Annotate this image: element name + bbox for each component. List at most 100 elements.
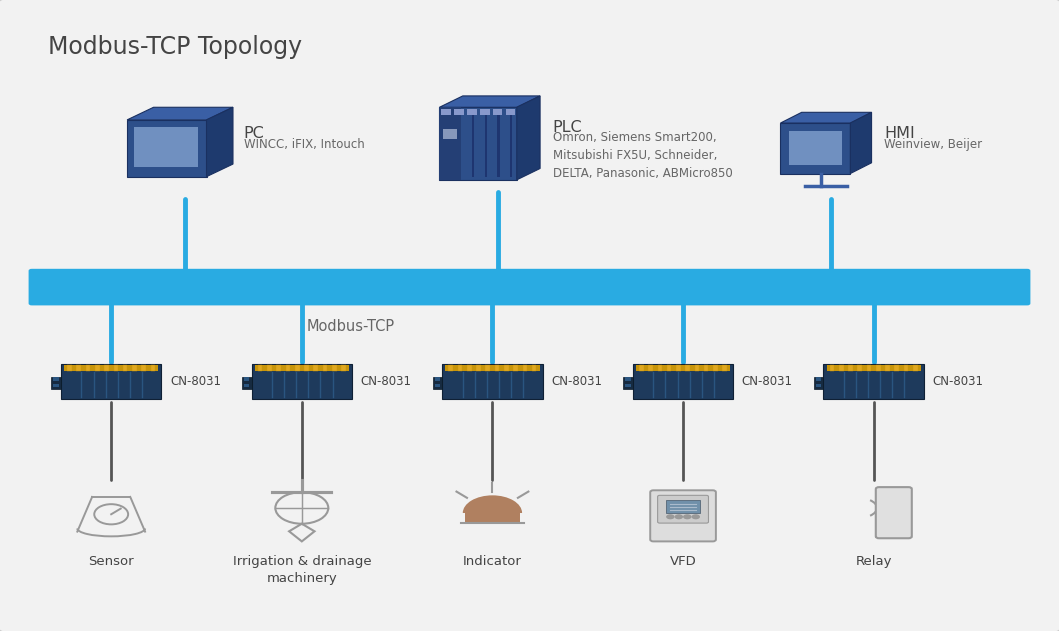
FancyBboxPatch shape xyxy=(876,487,912,538)
FancyBboxPatch shape xyxy=(895,365,899,370)
Polygon shape xyxy=(510,110,513,177)
FancyBboxPatch shape xyxy=(633,365,733,399)
Circle shape xyxy=(675,514,683,519)
FancyBboxPatch shape xyxy=(53,377,59,381)
FancyBboxPatch shape xyxy=(866,365,872,370)
FancyBboxPatch shape xyxy=(666,500,700,513)
Polygon shape xyxy=(517,96,540,180)
FancyBboxPatch shape xyxy=(449,365,453,370)
FancyBboxPatch shape xyxy=(294,365,300,370)
FancyBboxPatch shape xyxy=(814,377,824,389)
Polygon shape xyxy=(127,120,207,177)
FancyBboxPatch shape xyxy=(304,365,309,370)
FancyBboxPatch shape xyxy=(815,377,822,381)
FancyBboxPatch shape xyxy=(457,365,463,370)
Polygon shape xyxy=(459,110,461,177)
FancyBboxPatch shape xyxy=(532,365,537,370)
FancyBboxPatch shape xyxy=(254,365,349,370)
Text: Modbus-TCP Topology: Modbus-TCP Topology xyxy=(48,35,302,59)
FancyBboxPatch shape xyxy=(826,365,920,370)
FancyBboxPatch shape xyxy=(640,365,644,370)
Polygon shape xyxy=(127,107,233,120)
Polygon shape xyxy=(780,123,850,174)
Text: CN-8031: CN-8031 xyxy=(360,375,412,388)
Polygon shape xyxy=(471,110,473,177)
FancyBboxPatch shape xyxy=(495,365,500,370)
FancyBboxPatch shape xyxy=(61,365,161,399)
Polygon shape xyxy=(492,109,502,115)
FancyBboxPatch shape xyxy=(522,365,527,370)
FancyBboxPatch shape xyxy=(504,365,508,370)
Polygon shape xyxy=(498,110,500,177)
FancyBboxPatch shape xyxy=(667,365,671,370)
FancyBboxPatch shape xyxy=(648,365,653,370)
FancyBboxPatch shape xyxy=(267,365,272,370)
FancyBboxPatch shape xyxy=(446,365,540,370)
FancyBboxPatch shape xyxy=(514,365,518,370)
FancyBboxPatch shape xyxy=(150,365,156,370)
Text: WINCC, iFIX, Intouch: WINCC, iFIX, Intouch xyxy=(244,138,364,151)
Text: PLC: PLC xyxy=(553,120,582,135)
FancyBboxPatch shape xyxy=(658,495,708,523)
FancyBboxPatch shape xyxy=(76,365,82,370)
Polygon shape xyxy=(467,109,477,115)
FancyBboxPatch shape xyxy=(252,365,352,399)
FancyBboxPatch shape xyxy=(913,365,917,370)
FancyBboxPatch shape xyxy=(331,365,337,370)
Text: CN-8031: CN-8031 xyxy=(552,375,603,388)
FancyBboxPatch shape xyxy=(625,384,631,387)
Polygon shape xyxy=(789,131,842,165)
FancyBboxPatch shape xyxy=(704,365,708,370)
Polygon shape xyxy=(454,109,464,115)
Polygon shape xyxy=(850,112,872,174)
FancyBboxPatch shape xyxy=(815,384,822,387)
FancyBboxPatch shape xyxy=(132,365,137,370)
FancyBboxPatch shape xyxy=(286,365,290,370)
FancyBboxPatch shape xyxy=(141,365,146,370)
FancyBboxPatch shape xyxy=(903,365,909,370)
FancyBboxPatch shape xyxy=(876,365,881,370)
FancyBboxPatch shape xyxy=(858,365,862,370)
FancyBboxPatch shape xyxy=(95,365,100,370)
FancyBboxPatch shape xyxy=(276,365,281,370)
FancyBboxPatch shape xyxy=(625,377,631,381)
Polygon shape xyxy=(485,110,487,177)
FancyBboxPatch shape xyxy=(695,365,699,370)
FancyBboxPatch shape xyxy=(68,365,72,370)
FancyBboxPatch shape xyxy=(313,365,318,370)
Polygon shape xyxy=(439,107,461,180)
Wedge shape xyxy=(463,495,522,513)
FancyBboxPatch shape xyxy=(104,365,109,370)
FancyBboxPatch shape xyxy=(658,365,662,370)
FancyBboxPatch shape xyxy=(244,377,250,381)
FancyBboxPatch shape xyxy=(485,365,490,370)
FancyBboxPatch shape xyxy=(722,365,728,370)
Polygon shape xyxy=(207,107,233,177)
FancyBboxPatch shape xyxy=(341,365,345,370)
FancyBboxPatch shape xyxy=(443,365,543,399)
Polygon shape xyxy=(506,109,516,115)
Text: Modbus-TCP: Modbus-TCP xyxy=(307,319,395,334)
Text: CN-8031: CN-8031 xyxy=(932,375,984,388)
FancyBboxPatch shape xyxy=(830,365,834,370)
Text: Relay: Relay xyxy=(856,555,892,569)
Text: VFD: VFD xyxy=(669,555,697,569)
Text: Omron, Siemens Smart200,
Mitsubishi FX5U, Schneider,
DELTA, Panasonic, ABMicro85: Omron, Siemens Smart200, Mitsubishi FX5U… xyxy=(553,131,733,180)
Text: PC: PC xyxy=(244,126,265,141)
Polygon shape xyxy=(439,107,517,180)
Circle shape xyxy=(666,514,675,519)
FancyBboxPatch shape xyxy=(824,365,923,399)
Text: Sensor: Sensor xyxy=(88,555,134,569)
FancyBboxPatch shape xyxy=(636,365,731,370)
FancyBboxPatch shape xyxy=(435,384,441,387)
FancyBboxPatch shape xyxy=(465,512,520,522)
FancyBboxPatch shape xyxy=(885,365,890,370)
FancyBboxPatch shape xyxy=(244,384,250,387)
Text: CN-8031: CN-8031 xyxy=(170,375,221,388)
FancyBboxPatch shape xyxy=(123,365,127,370)
Polygon shape xyxy=(134,127,198,167)
Text: CN-8031: CN-8031 xyxy=(742,375,793,388)
FancyBboxPatch shape xyxy=(477,365,481,370)
Polygon shape xyxy=(446,110,448,177)
FancyBboxPatch shape xyxy=(65,365,159,370)
